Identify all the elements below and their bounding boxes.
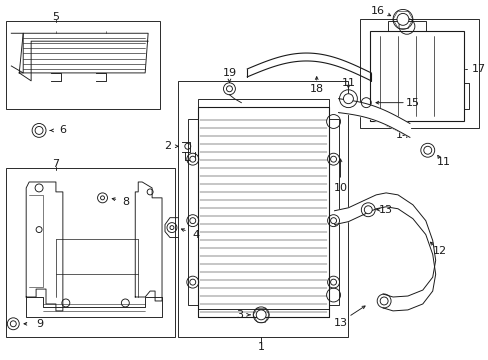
- Text: 16: 16: [370, 6, 385, 17]
- Circle shape: [396, 13, 408, 25]
- Bar: [197, 107, 328, 317]
- Circle shape: [343, 94, 353, 104]
- Text: 18: 18: [309, 84, 323, 94]
- Circle shape: [189, 218, 195, 224]
- Bar: [328, 118, 338, 305]
- Circle shape: [101, 196, 104, 200]
- Circle shape: [330, 156, 336, 162]
- Bar: [178, 81, 348, 337]
- Circle shape: [10, 321, 16, 327]
- Text: 11: 11: [341, 78, 355, 88]
- Text: 12: 12: [432, 246, 446, 256]
- Text: 4: 4: [192, 230, 199, 239]
- Text: 15: 15: [405, 98, 419, 108]
- Circle shape: [330, 279, 336, 285]
- Circle shape: [364, 206, 371, 214]
- Text: 13: 13: [333, 318, 347, 328]
- Circle shape: [330, 218, 336, 224]
- Bar: [387, 21, 425, 31]
- Bar: [197, 309, 328, 317]
- Bar: [369, 31, 464, 121]
- Bar: [6, 168, 175, 337]
- Circle shape: [423, 146, 431, 154]
- Circle shape: [189, 156, 195, 162]
- Text: 19: 19: [222, 68, 236, 78]
- Circle shape: [256, 310, 265, 320]
- Text: 6: 6: [59, 125, 66, 135]
- Text: 1: 1: [257, 342, 264, 352]
- Text: 13: 13: [378, 205, 392, 215]
- Bar: [6, 21, 160, 109]
- Bar: [360, 19, 478, 129]
- Text: 9: 9: [36, 319, 43, 329]
- Text: 2: 2: [164, 141, 171, 151]
- Bar: [197, 99, 328, 107]
- Text: 14: 14: [395, 130, 409, 140]
- Text: 7: 7: [52, 159, 60, 169]
- Text: 8: 8: [122, 197, 129, 207]
- Text: 5: 5: [52, 12, 60, 22]
- Text: 10: 10: [333, 183, 347, 193]
- Circle shape: [170, 226, 174, 230]
- Bar: [187, 118, 197, 305]
- Text: 3: 3: [235, 310, 243, 320]
- Circle shape: [226, 86, 232, 92]
- Text: 17: 17: [470, 64, 485, 74]
- Circle shape: [189, 279, 195, 285]
- Circle shape: [379, 297, 387, 305]
- Polygon shape: [334, 193, 435, 311]
- Circle shape: [35, 126, 43, 134]
- Text: 11: 11: [436, 157, 450, 167]
